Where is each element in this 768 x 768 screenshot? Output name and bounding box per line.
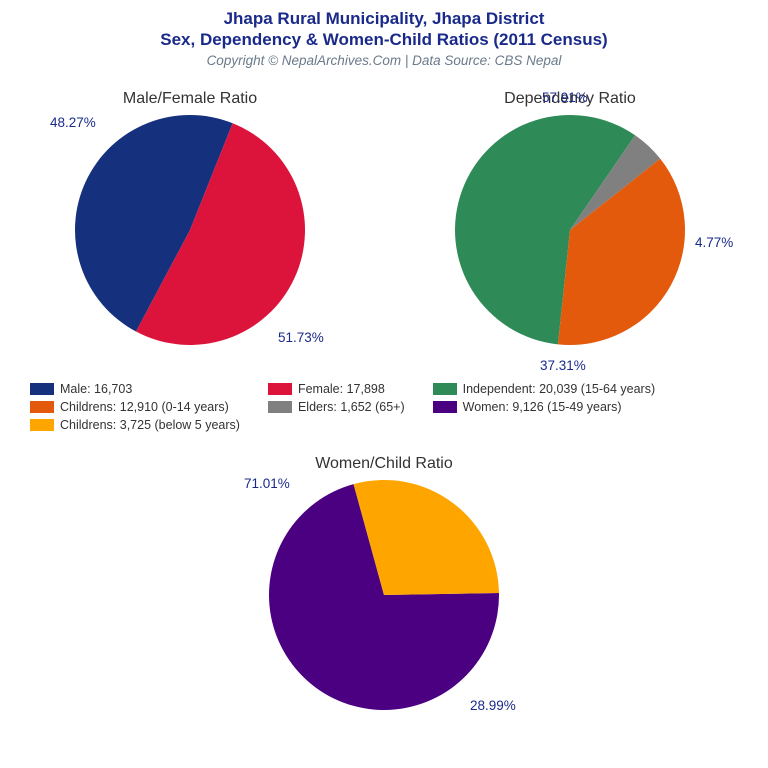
legend-text: Childrens: 3,725 (below 5 years) bbox=[60, 418, 240, 432]
percentage-label: 37.31% bbox=[540, 358, 586, 373]
legend-text: Male: 16,703 bbox=[60, 382, 132, 396]
legend-item: Female: 17,898 bbox=[268, 382, 405, 396]
legend-swatch bbox=[30, 383, 54, 395]
percentage-label: 71.01% bbox=[244, 476, 290, 491]
legend-item: Childrens: 3,725 (below 5 years) bbox=[30, 418, 240, 432]
legend-text: Elders: 1,652 (65+) bbox=[298, 400, 405, 414]
legend-item: Women: 9,126 (15-49 years) bbox=[433, 400, 656, 414]
legend-swatch bbox=[433, 383, 457, 395]
legend-item: Elders: 1,652 (65+) bbox=[268, 400, 405, 414]
legend-column: Female: 17,898 Elders: 1,652 (65+) bbox=[268, 382, 405, 436]
legend-swatch bbox=[268, 401, 292, 413]
legend-swatch bbox=[433, 401, 457, 413]
legend-text: Women: 9,126 (15-49 years) bbox=[463, 400, 622, 414]
legend-column: Independent: 20,039 (15-64 years) Women: … bbox=[433, 382, 656, 436]
legend-swatch bbox=[30, 401, 54, 413]
legend: Male: 16,703 Childrens: 12,910 (0-14 year… bbox=[30, 382, 655, 436]
legend-text: Childrens: 12,910 (0-14 years) bbox=[60, 400, 229, 414]
percentage-label: 48.27% bbox=[50, 115, 96, 130]
legend-item: Independent: 20,039 (15-64 years) bbox=[433, 382, 656, 396]
legend-text: Independent: 20,039 (15-64 years) bbox=[463, 382, 656, 396]
legend-item: Childrens: 12,910 (0-14 years) bbox=[30, 400, 240, 414]
percentage-label: 4.77% bbox=[695, 235, 733, 250]
percentage-label: 28.99% bbox=[470, 698, 516, 713]
legend-swatch bbox=[268, 383, 292, 395]
percentage-label: 51.73% bbox=[278, 330, 324, 345]
legend-column: Male: 16,703 Childrens: 12,910 (0-14 year… bbox=[30, 382, 240, 436]
legend-text: Female: 17,898 bbox=[298, 382, 385, 396]
legend-swatch bbox=[30, 419, 54, 431]
percentage-label: 57.91% bbox=[542, 90, 588, 105]
legend-item: Male: 16,703 bbox=[30, 382, 240, 396]
womenchild-chart-title: Women/Child Ratio bbox=[274, 455, 494, 473]
sex-chart-title: Male/Female Ratio bbox=[80, 90, 300, 108]
